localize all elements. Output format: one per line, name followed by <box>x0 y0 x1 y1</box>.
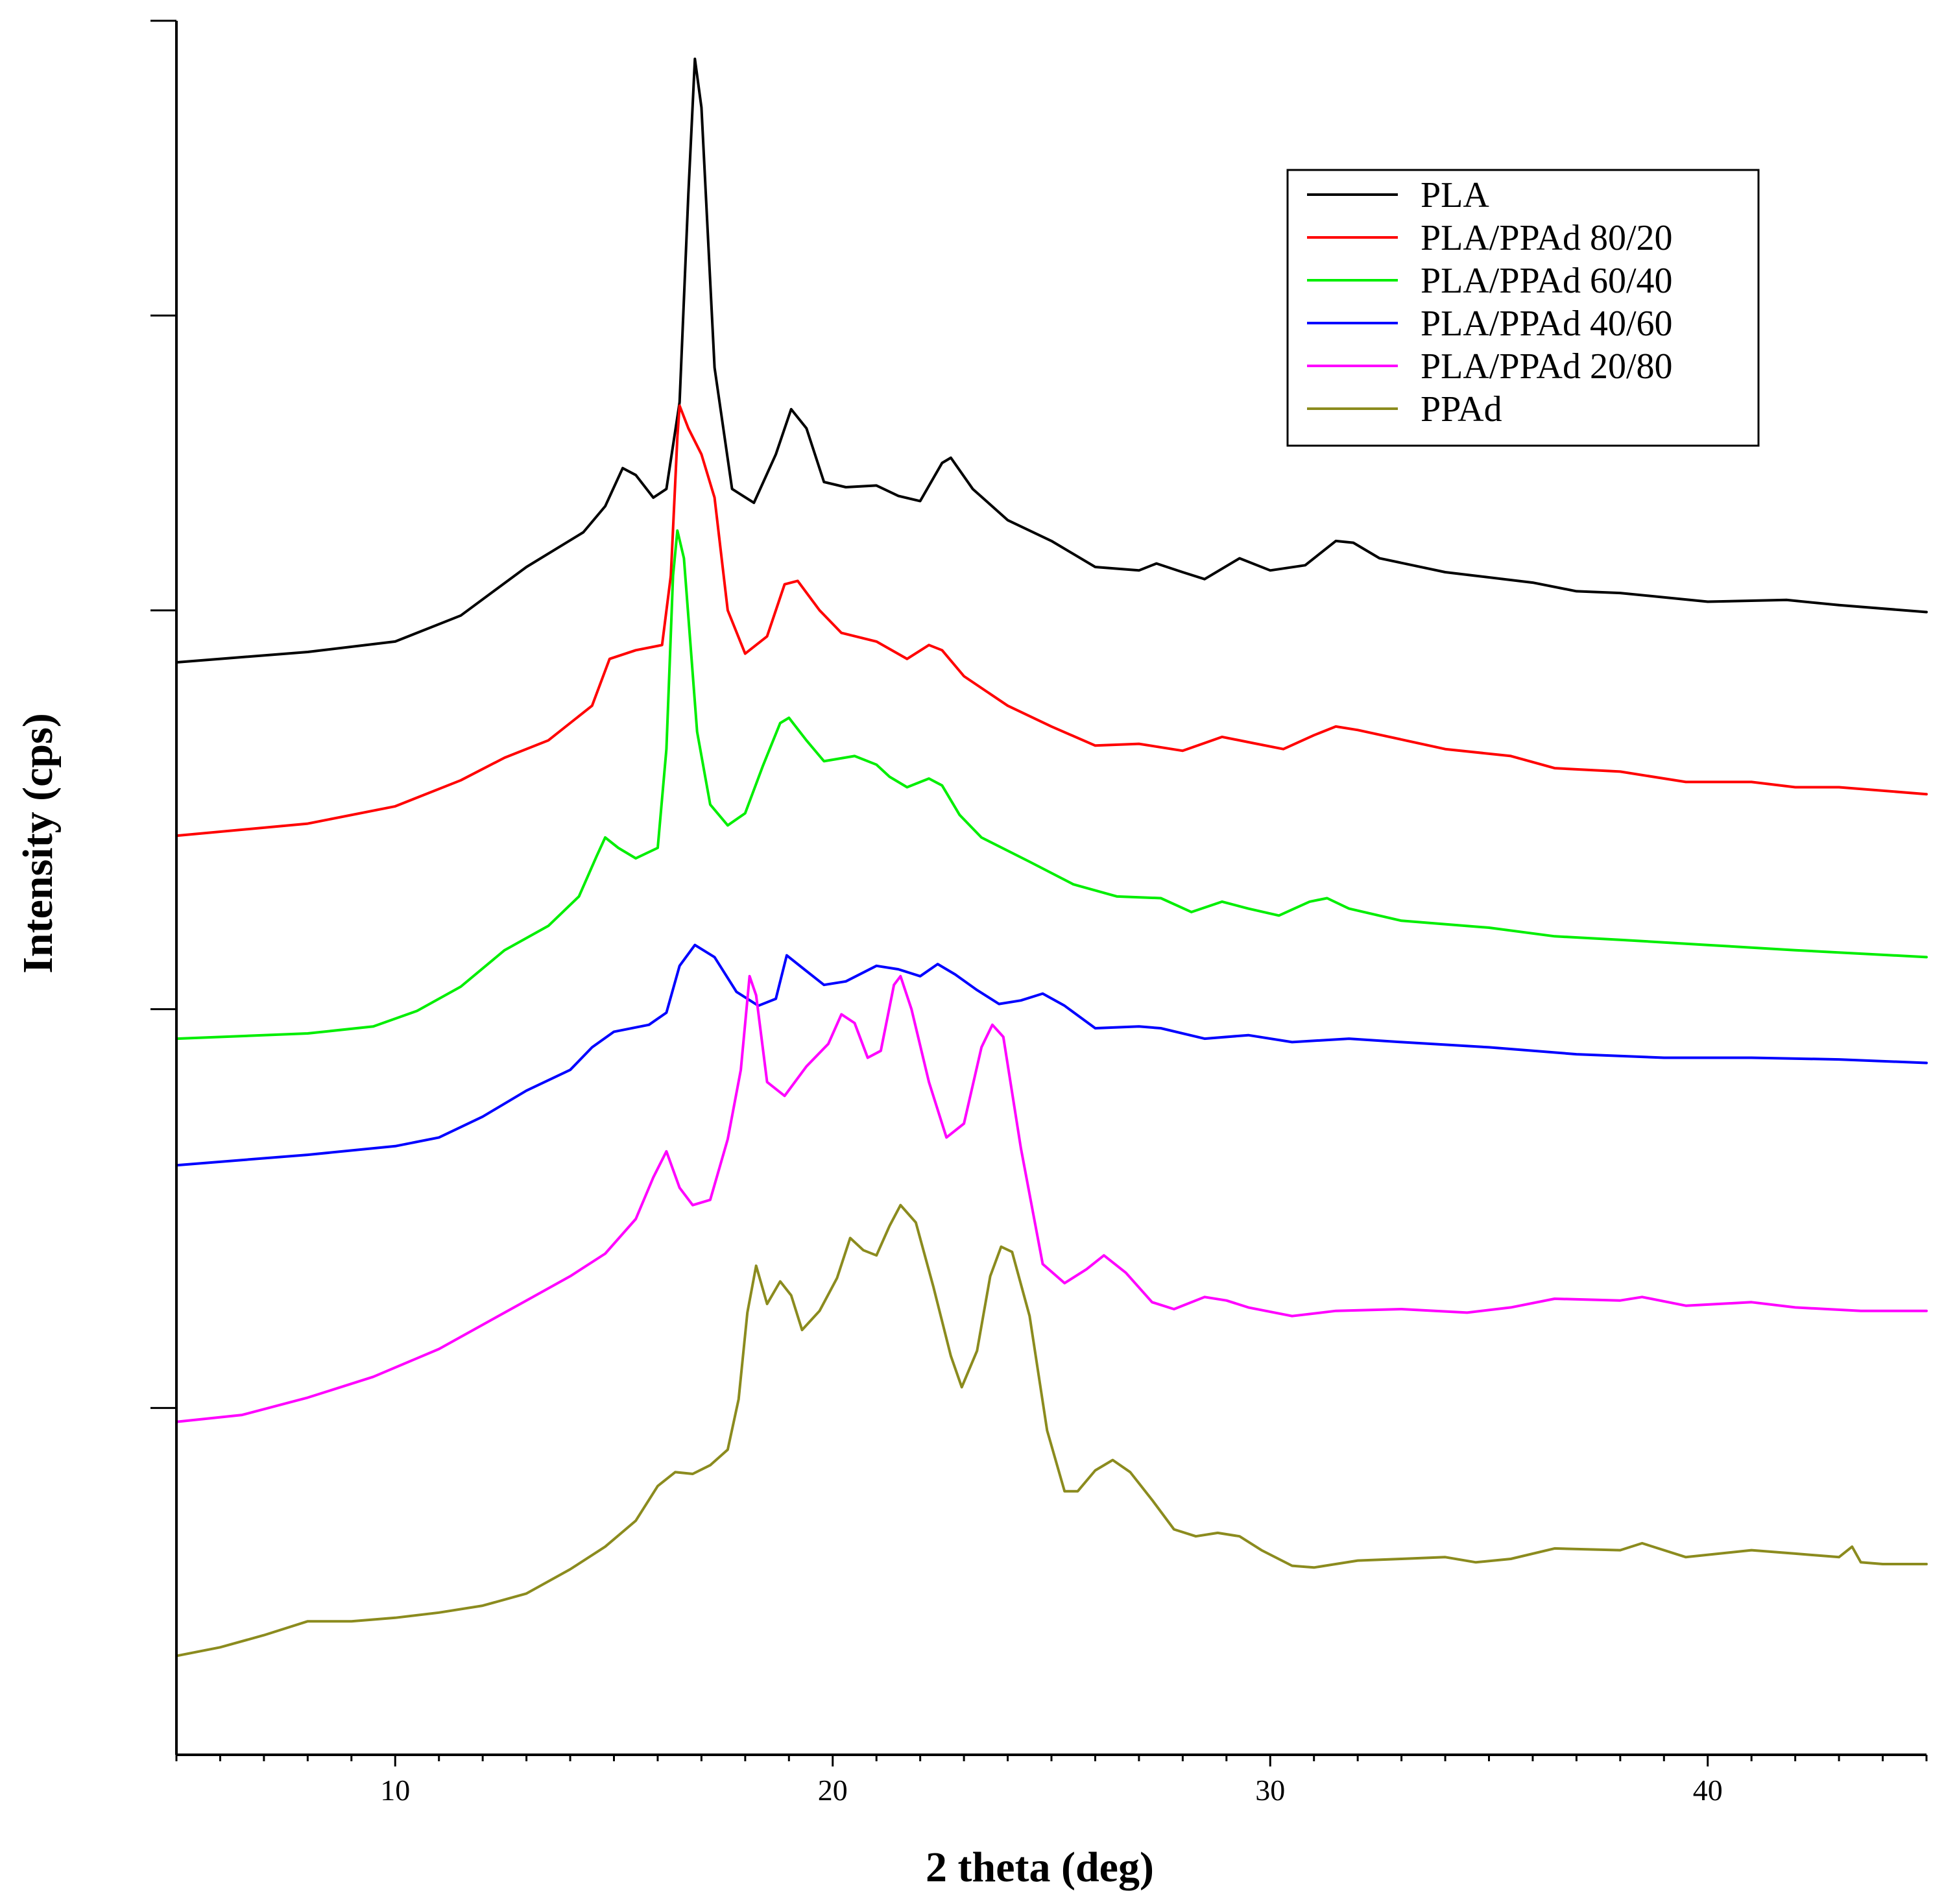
x-ticks: 10 20 30 40 <box>175 1755 1928 1807</box>
legend-label: PLA/PPAd 40/60 <box>1421 304 1673 344</box>
series-layer <box>175 57 1928 1657</box>
series-line-pla-ppad-60-40 <box>175 529 1928 1041</box>
legend-label: PPAd <box>1421 389 1502 429</box>
y-axis-title: Intensity (cps) <box>14 713 62 974</box>
x-tick-label: 30 <box>1255 1774 1285 1807</box>
x-tick-label: 20 <box>818 1774 848 1807</box>
legend-label: PLA/PPAd 60/40 <box>1421 261 1673 301</box>
series-line-ppad <box>175 1203 1928 1657</box>
legend-box <box>1286 169 1760 447</box>
legend-label: PLA/PPAd 80/20 <box>1421 218 1673 258</box>
series-line-pla-ppad-40-60 <box>175 943 1928 1167</box>
axes-layer: 10 20 30 40 <box>150 19 1928 1807</box>
x-tick-label: 10 <box>380 1774 410 1807</box>
x-tick-label: 40 <box>1693 1774 1723 1807</box>
series-line-pla-ppad-80-20 <box>175 404 1928 838</box>
x-axis-title: 2 theta (deg) <box>926 1844 1154 1891</box>
legend-label: PLA <box>1421 175 1489 215</box>
series-line-pla-ppad-20-80 <box>175 974 1928 1423</box>
series-line-pla <box>175 57 1928 664</box>
y-ticks <box>150 19 176 1409</box>
legend-label: PLA/PPAd 20/80 <box>1421 346 1673 387</box>
